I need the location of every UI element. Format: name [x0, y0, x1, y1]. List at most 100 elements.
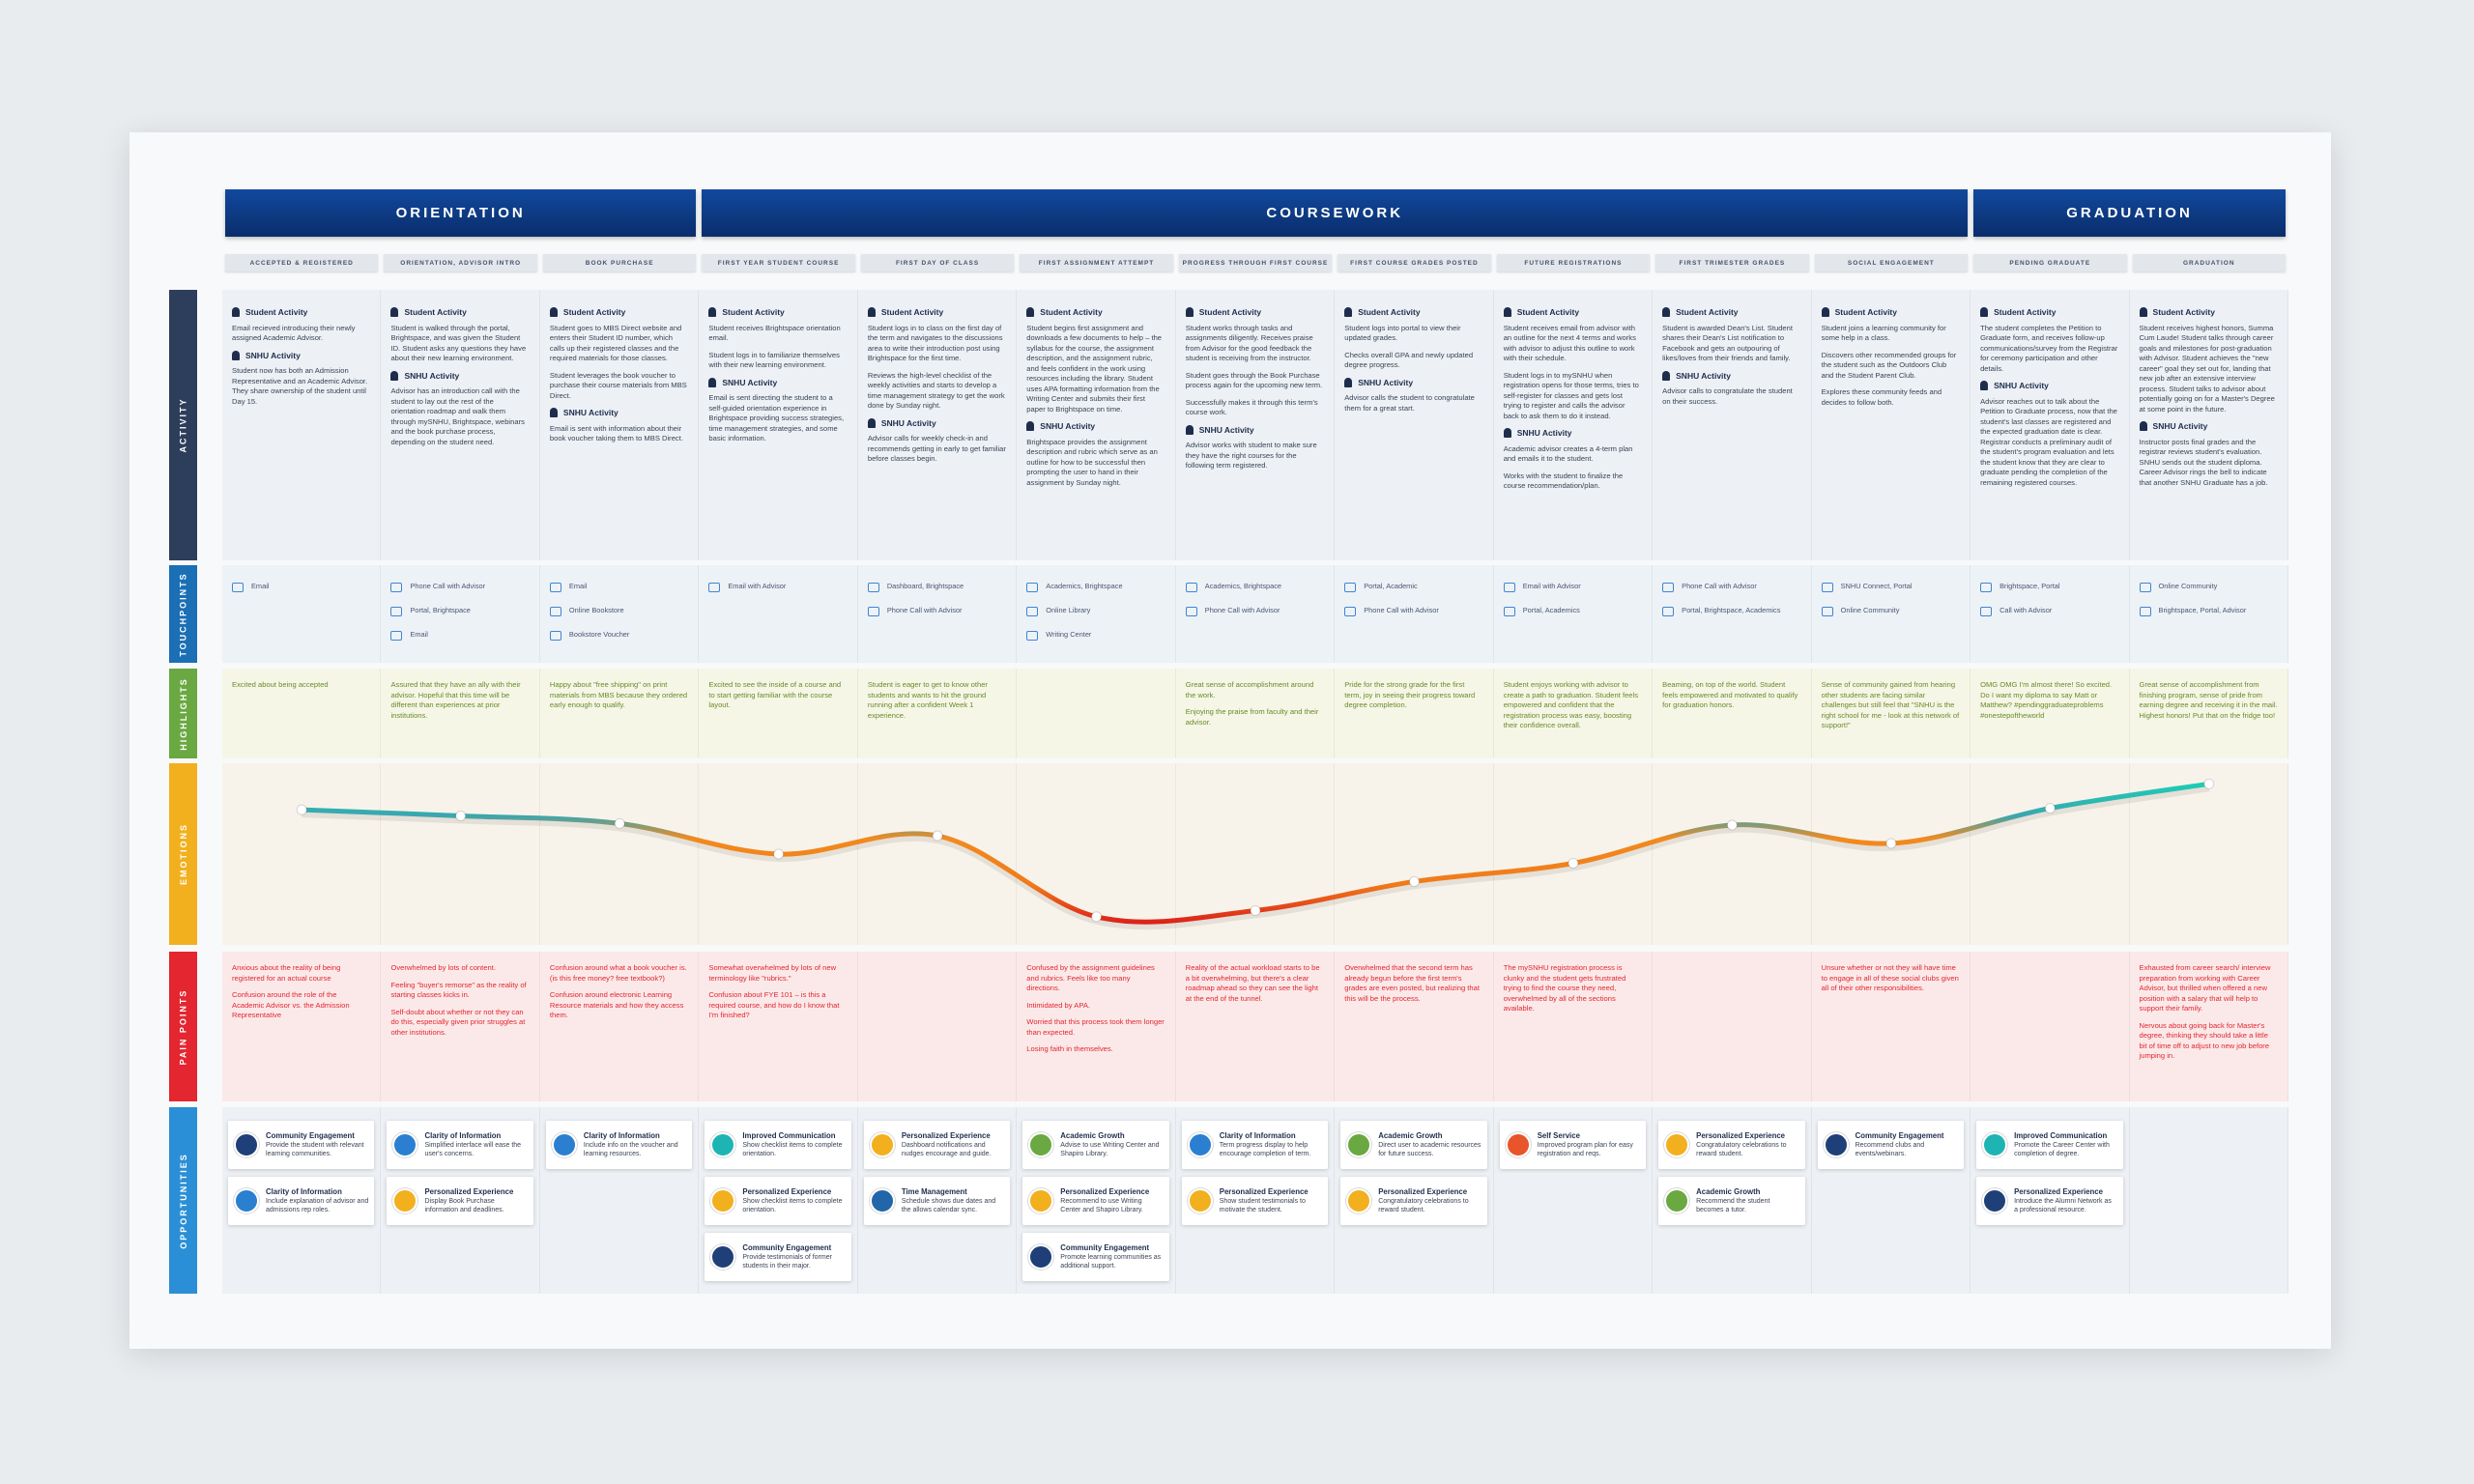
activity-heading-text: Student Activity [1516, 307, 1580, 317]
activity-heading: SNHU Activity [390, 371, 529, 382]
touchpoint-text: Academics, Brightspace [1204, 582, 1282, 591]
touchpoint: Portal, Brightspace, Academics [1662, 599, 1800, 623]
opportunity-text: Congratulatory celebrations to reward st… [1378, 1198, 1469, 1214]
stage-cell: OMG OMG I'm almost there! So excited. Do… [1971, 669, 2130, 758]
stage-cell: Student Activity Student is walked throug… [381, 290, 540, 560]
stage-cell [1176, 763, 1336, 945]
opportunity-card: Personalized Experience Introduce the Alu… [1976, 1177, 2123, 1225]
touchpoint-icon [867, 582, 879, 592]
touchpoint: Bookstore Voucher [549, 623, 688, 647]
touchpoint-text: Online Bookstore [568, 606, 624, 615]
opportunity-text: Show checklist items to complete orienta… [742, 1198, 843, 1214]
pain-text: Nervous about going back for Master's de… [2139, 1020, 2270, 1061]
stage-cell: Self Service Improved program plan for ea… [1494, 1107, 1654, 1294]
opportunity-text: Recommend clubs and events/webinars. [1855, 1142, 1925, 1158]
touchpoint-icon [1503, 606, 1515, 616]
emotion-point [455, 811, 467, 821]
touchpoint-text: Phone Call with Advisor [1204, 606, 1280, 615]
activity-icon [2139, 421, 2147, 432]
emotion-chart [296, 778, 2215, 930]
opportunity-body: Community Engagement Recommend clubs and … [1856, 1131, 1958, 1159]
opportunity-body: Academic Growth Direct user to academic r… [1378, 1131, 1481, 1159]
row-label-text: ACTIVITY [178, 397, 188, 453]
opportunity-icon [1823, 1132, 1849, 1157]
stage-cell: Phone Call with Advisor Portal, Brightspa… [381, 565, 540, 663]
stage-cell: Student Activity Student joins a learning… [1812, 290, 1971, 560]
opportunity-icon [710, 1188, 736, 1213]
stage-cell: The mySNHU registration process is clunk… [1494, 952, 1654, 1101]
pain-text: Reality of the actual workload starts to… [1185, 963, 1320, 1003]
opportunity-icon [1346, 1188, 1372, 1213]
pain-text: Self-doubt about whether or not they can… [390, 1007, 526, 1037]
emotion-point [2203, 778, 2215, 789]
touchpoint-icon [2139, 606, 2151, 616]
activity-text: Advisor works with student to make sure … [1185, 441, 1317, 470]
touchpoint: Portal, Brightspace [390, 599, 529, 623]
activity-heading-text: SNHU Activity [1676, 370, 1731, 381]
opportunity-card: Personalized Experience Congratulatory ce… [1340, 1177, 1487, 1225]
activity-text: Student now has both an Admission Repres… [232, 366, 368, 406]
activity-text: Successfully makes it through this term'… [1185, 397, 1318, 417]
stage-header: FIRST DAY OF CLASS [860, 254, 1015, 271]
stage-cell: Excited to see the inside of a course an… [699, 669, 858, 758]
activity-icon [708, 377, 717, 387]
stage-cell: Email [222, 565, 382, 663]
touchpoint-text: Bookstore Voucher [568, 630, 630, 640]
activity-heading-text: Student Activity [1198, 307, 1262, 317]
stage-cell: Clarity of Information Term progress disp… [1176, 1107, 1336, 1294]
highlight-text: Pride for the strong grade for the first… [1344, 680, 1476, 709]
pain-text: Confusion around the role of the Academi… [232, 990, 350, 1019]
opportunity-icon [710, 1244, 736, 1270]
stage-cell: Dashboard, Brightspace Phone Call with Ad… [858, 565, 1018, 663]
activity-text: Student logs in to mySNHU when registrat… [1503, 370, 1639, 420]
pain-text: Feeling "buyer's remorse" as the reality… [390, 980, 527, 1000]
row-band [222, 669, 2288, 758]
activity-icon [232, 350, 240, 360]
touchpoint-icon [1821, 606, 1833, 616]
activity-icon [867, 307, 876, 318]
activity-heading: SNHU Activity [2139, 421, 2278, 432]
activity-heading-text: Student Activity [1358, 307, 1421, 317]
stage-cell [858, 952, 1018, 1101]
stage-cell: Portal, Academic Phone Call with Advisor [1335, 565, 1494, 663]
opportunity-body: Community Engagement Provide the student … [266, 1131, 368, 1159]
activity-text: Advisor reaches out to talk about the Pe… [1980, 396, 2117, 487]
row-label: ACTIVITY [169, 290, 197, 560]
activity-heading: SNHU Activity [1662, 371, 1800, 382]
opportunity-card: Time Management Schedule shows due dates … [863, 1177, 1011, 1225]
opportunity-body: Improved Communication Promote the Career… [2014, 1131, 2116, 1159]
activity-icon [1026, 421, 1035, 432]
stage-cell: Somewhat overwhelmed by lots of new term… [699, 952, 858, 1101]
opportunity-icon [392, 1132, 418, 1157]
stage-cell: Improved Communication Promote the Career… [1971, 1107, 2130, 1294]
stage-cell: Sense of community gained from hearing o… [1812, 669, 1971, 758]
activity-text: Academic advisor creates a 4-term plan a… [1503, 443, 1633, 464]
opportunity-body: Personalized Experience Dashboard notific… [902, 1131, 1004, 1159]
activity-heading-text: SNHU Activity [2152, 421, 2208, 431]
activity-heading: Student Activity [1344, 307, 1482, 318]
activity-text: Student logs in to familiarize themselve… [708, 350, 840, 370]
touchpoint: Email [390, 623, 529, 647]
touchpoint-icon [708, 582, 721, 592]
row-label: EMOTIONS [169, 763, 197, 945]
activity-heading: Student Activity [867, 307, 1006, 318]
opportunity-title: Personalized Experience [742, 1186, 832, 1196]
touchpoint-text: Email [410, 630, 428, 640]
emotion-point [1250, 904, 1261, 916]
row-label-text: EMOTIONS [178, 822, 188, 886]
stage-header: FUTURE REGISTRATIONS [1496, 254, 1651, 271]
activity-heading-text: SNHU Activity [562, 408, 618, 417]
opportunity-body: Personalized Experience Congratulatory ce… [1696, 1131, 1798, 1159]
opportunity-title: Community Engagement [1855, 1130, 1944, 1140]
touchpoint: Email [232, 575, 370, 599]
opportunity-card: Personalized Experience Show checklist it… [705, 1177, 851, 1225]
activity-heading-text: Student Activity [722, 307, 785, 317]
stage-cell: Confusion around what a book voucher is.… [540, 952, 700, 1101]
activity-icon [1821, 307, 1829, 318]
opportunity-icon [1346, 1132, 1372, 1157]
opportunity-icon [1028, 1244, 1054, 1270]
opportunity-text: Congratulatory celebrations to reward st… [1696, 1142, 1787, 1158]
stage-cell: Assured that they have an ally with thei… [381, 669, 540, 758]
stage-cell: Student Activity Student begins first ass… [1017, 290, 1176, 560]
opportunity-title: Community Engagement [1060, 1242, 1150, 1252]
